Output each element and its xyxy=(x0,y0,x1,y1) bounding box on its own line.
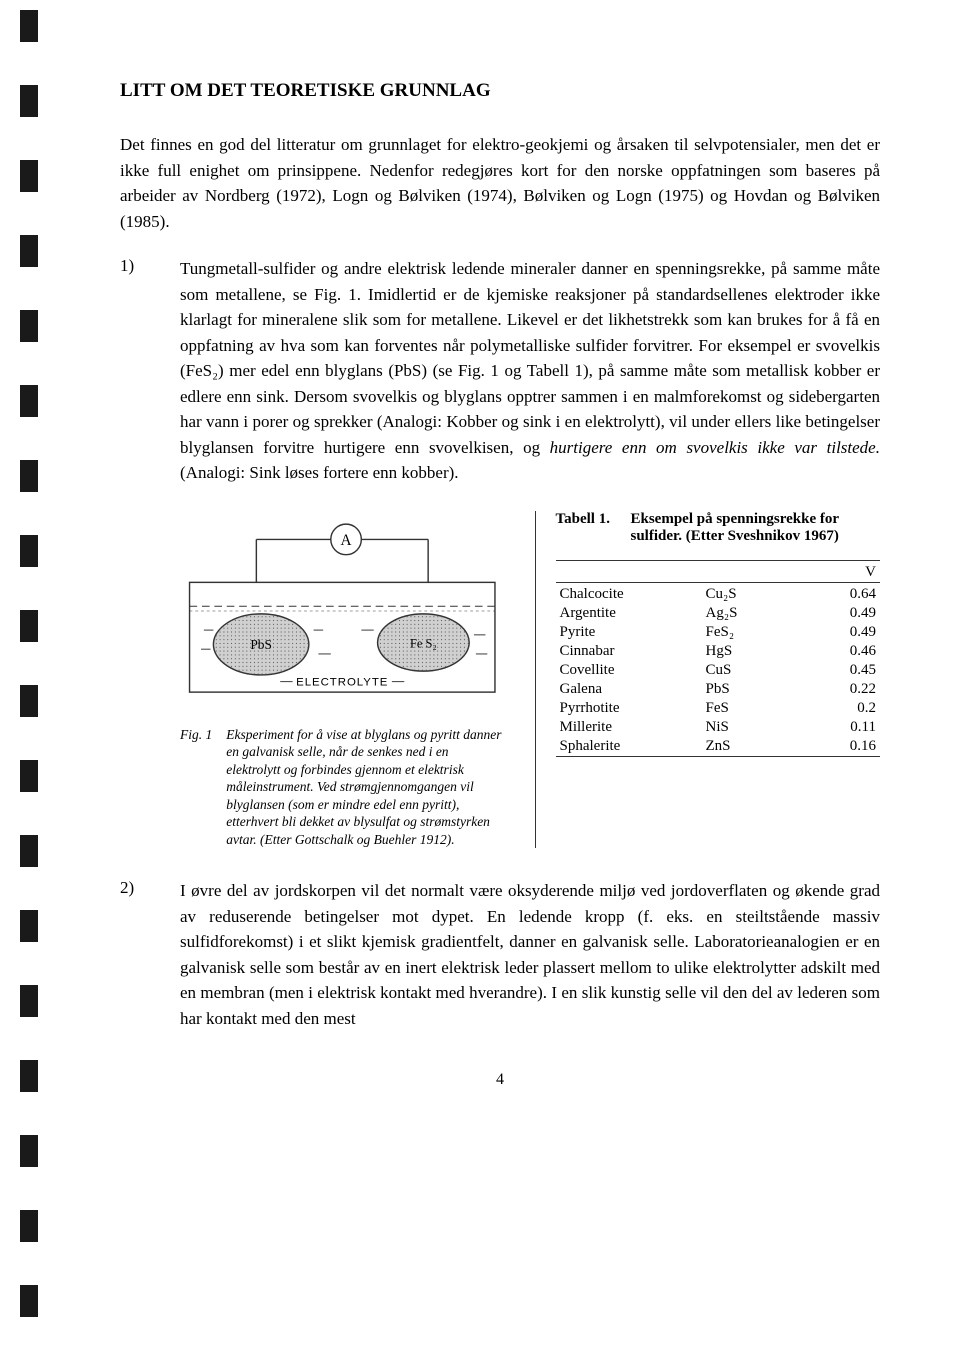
mineral-formula: Cu₂S xyxy=(702,585,799,604)
table-row: MilleriteNiS0.11 xyxy=(556,718,881,737)
table-row: ChalcociteCu₂S0.64 xyxy=(556,585,881,604)
mineral-value: 0.11 xyxy=(799,718,880,737)
mineral-name: Cinnabar xyxy=(556,642,702,661)
mineral-value: 0.49 xyxy=(799,623,880,642)
mineral-value: 0.2 xyxy=(799,699,880,718)
binding-mark xyxy=(20,685,38,717)
intro-paragraph: Det finnes en god del litteratur om grun… xyxy=(120,132,880,234)
figure-column: A PbS Fe S₂ ELECTROLYTE xyxy=(180,511,505,849)
pbs-label: PbS xyxy=(250,637,272,652)
mineral-formula: FeS₂ xyxy=(702,623,799,642)
binding-mark xyxy=(20,910,38,942)
figure-caption: Fig. 1 Eksperiment for å vise at blyglan… xyxy=(180,726,505,849)
meter-label: A xyxy=(341,532,352,549)
emf-table: V ChalcociteCu₂S0.64ArgentiteAg₂S0.49Pyr… xyxy=(556,560,881,759)
table-header: Tabell 1. Eksempel på spenningsrekke for… xyxy=(556,511,881,545)
binding-mark xyxy=(20,985,38,1017)
binding-mark xyxy=(20,1285,38,1317)
mineral-name: Chalcocite xyxy=(556,585,702,604)
binding-mark xyxy=(20,460,38,492)
mineral-value: 0.49 xyxy=(799,604,880,623)
mineral-formula: PbS xyxy=(702,680,799,699)
mineral-value: 0.46 xyxy=(799,642,880,661)
table-column: Tabell 1. Eksempel på spenningsrekke for… xyxy=(535,511,881,849)
table-row: ArgentiteAg₂S0.49 xyxy=(556,604,881,623)
para-num-2: 2) xyxy=(120,878,140,1031)
para-num-1: 1) xyxy=(120,256,140,486)
mineral-formula: FeS xyxy=(702,699,799,718)
table-row: SphaleriteZnS0.16 xyxy=(556,737,881,757)
electrolyte-label: ELECTROLYTE xyxy=(296,676,388,688)
table-label: Tabell 1. xyxy=(556,511,631,545)
fig-caption-text: Eksperiment for å vise at blyglans og py… xyxy=(226,726,504,849)
binding-mark xyxy=(20,1060,38,1092)
numbered-paragraph-1: 1) Tungmetall-sulfider og andre elektris… xyxy=(120,256,880,486)
table-row: GalenaPbS0.22 xyxy=(556,680,881,699)
figure-table-row: A PbS Fe S₂ ELECTROLYTE xyxy=(180,511,880,849)
mineral-formula: HgS xyxy=(702,642,799,661)
page-number: 4 xyxy=(120,1071,880,1089)
binding-mark xyxy=(20,535,38,567)
binding-mark xyxy=(20,235,38,267)
mineral-name: Pyrite xyxy=(556,623,702,642)
mineral-formula: ZnS xyxy=(702,737,799,757)
mineral-value: 0.64 xyxy=(799,585,880,604)
binding-mark xyxy=(20,1135,38,1167)
mineral-name: Argentite xyxy=(556,604,702,623)
fig-label: Fig. 1 xyxy=(180,726,212,849)
binding-mark xyxy=(20,160,38,192)
mineral-name: Sphalerite xyxy=(556,737,702,757)
mineral-name: Millerite xyxy=(556,718,702,737)
table-row: CovelliteCuS0.45 xyxy=(556,661,881,680)
mineral-value: 0.16 xyxy=(799,737,880,757)
table-row: PyriteFeS₂0.49 xyxy=(556,623,881,642)
mineral-formula: Ag₂S xyxy=(702,604,799,623)
binding-mark xyxy=(20,1210,38,1242)
page-title: LITT OM DET TEORETISKE GRUNNLAG xyxy=(120,80,880,102)
fes-label: Fe S₂ xyxy=(410,636,437,650)
binding-mark xyxy=(20,760,38,792)
para-text-2: I øvre del av jordskorpen vil det normal… xyxy=(180,878,880,1031)
v-header: V xyxy=(799,563,880,583)
binding-mark xyxy=(20,385,38,417)
mineral-value: 0.45 xyxy=(799,661,880,680)
galvanic-cell-diagram: A PbS Fe S₂ ELECTROLYTE xyxy=(180,511,505,711)
binding-mark xyxy=(20,10,38,42)
table-row: PyrrhotiteFeS0.2 xyxy=(556,699,881,718)
para-text-1: Tungmetall-sulfider og andre elektrisk l… xyxy=(180,256,880,486)
binding-mark xyxy=(20,85,38,117)
numbered-paragraph-2: 2) I øvre del av jordskorpen vil det nor… xyxy=(120,878,880,1031)
page-content: LITT OM DET TEORETISKE GRUNNLAG Det finn… xyxy=(60,0,960,1317)
mineral-name: Covellite xyxy=(556,661,702,680)
binding-mark xyxy=(20,610,38,642)
mineral-name: Pyrrhotite xyxy=(556,699,702,718)
binding-mark xyxy=(20,835,38,867)
binding-marks xyxy=(0,0,60,1317)
table-row: CinnabarHgS0.46 xyxy=(556,642,881,661)
mineral-formula: NiS xyxy=(702,718,799,737)
binding-mark xyxy=(20,310,38,342)
mineral-value: 0.22 xyxy=(799,680,880,699)
table-title: Eksempel på spenningsrekke for sulfider.… xyxy=(631,511,839,544)
mineral-name: Galena xyxy=(556,680,702,699)
mineral-formula: CuS xyxy=(702,661,799,680)
